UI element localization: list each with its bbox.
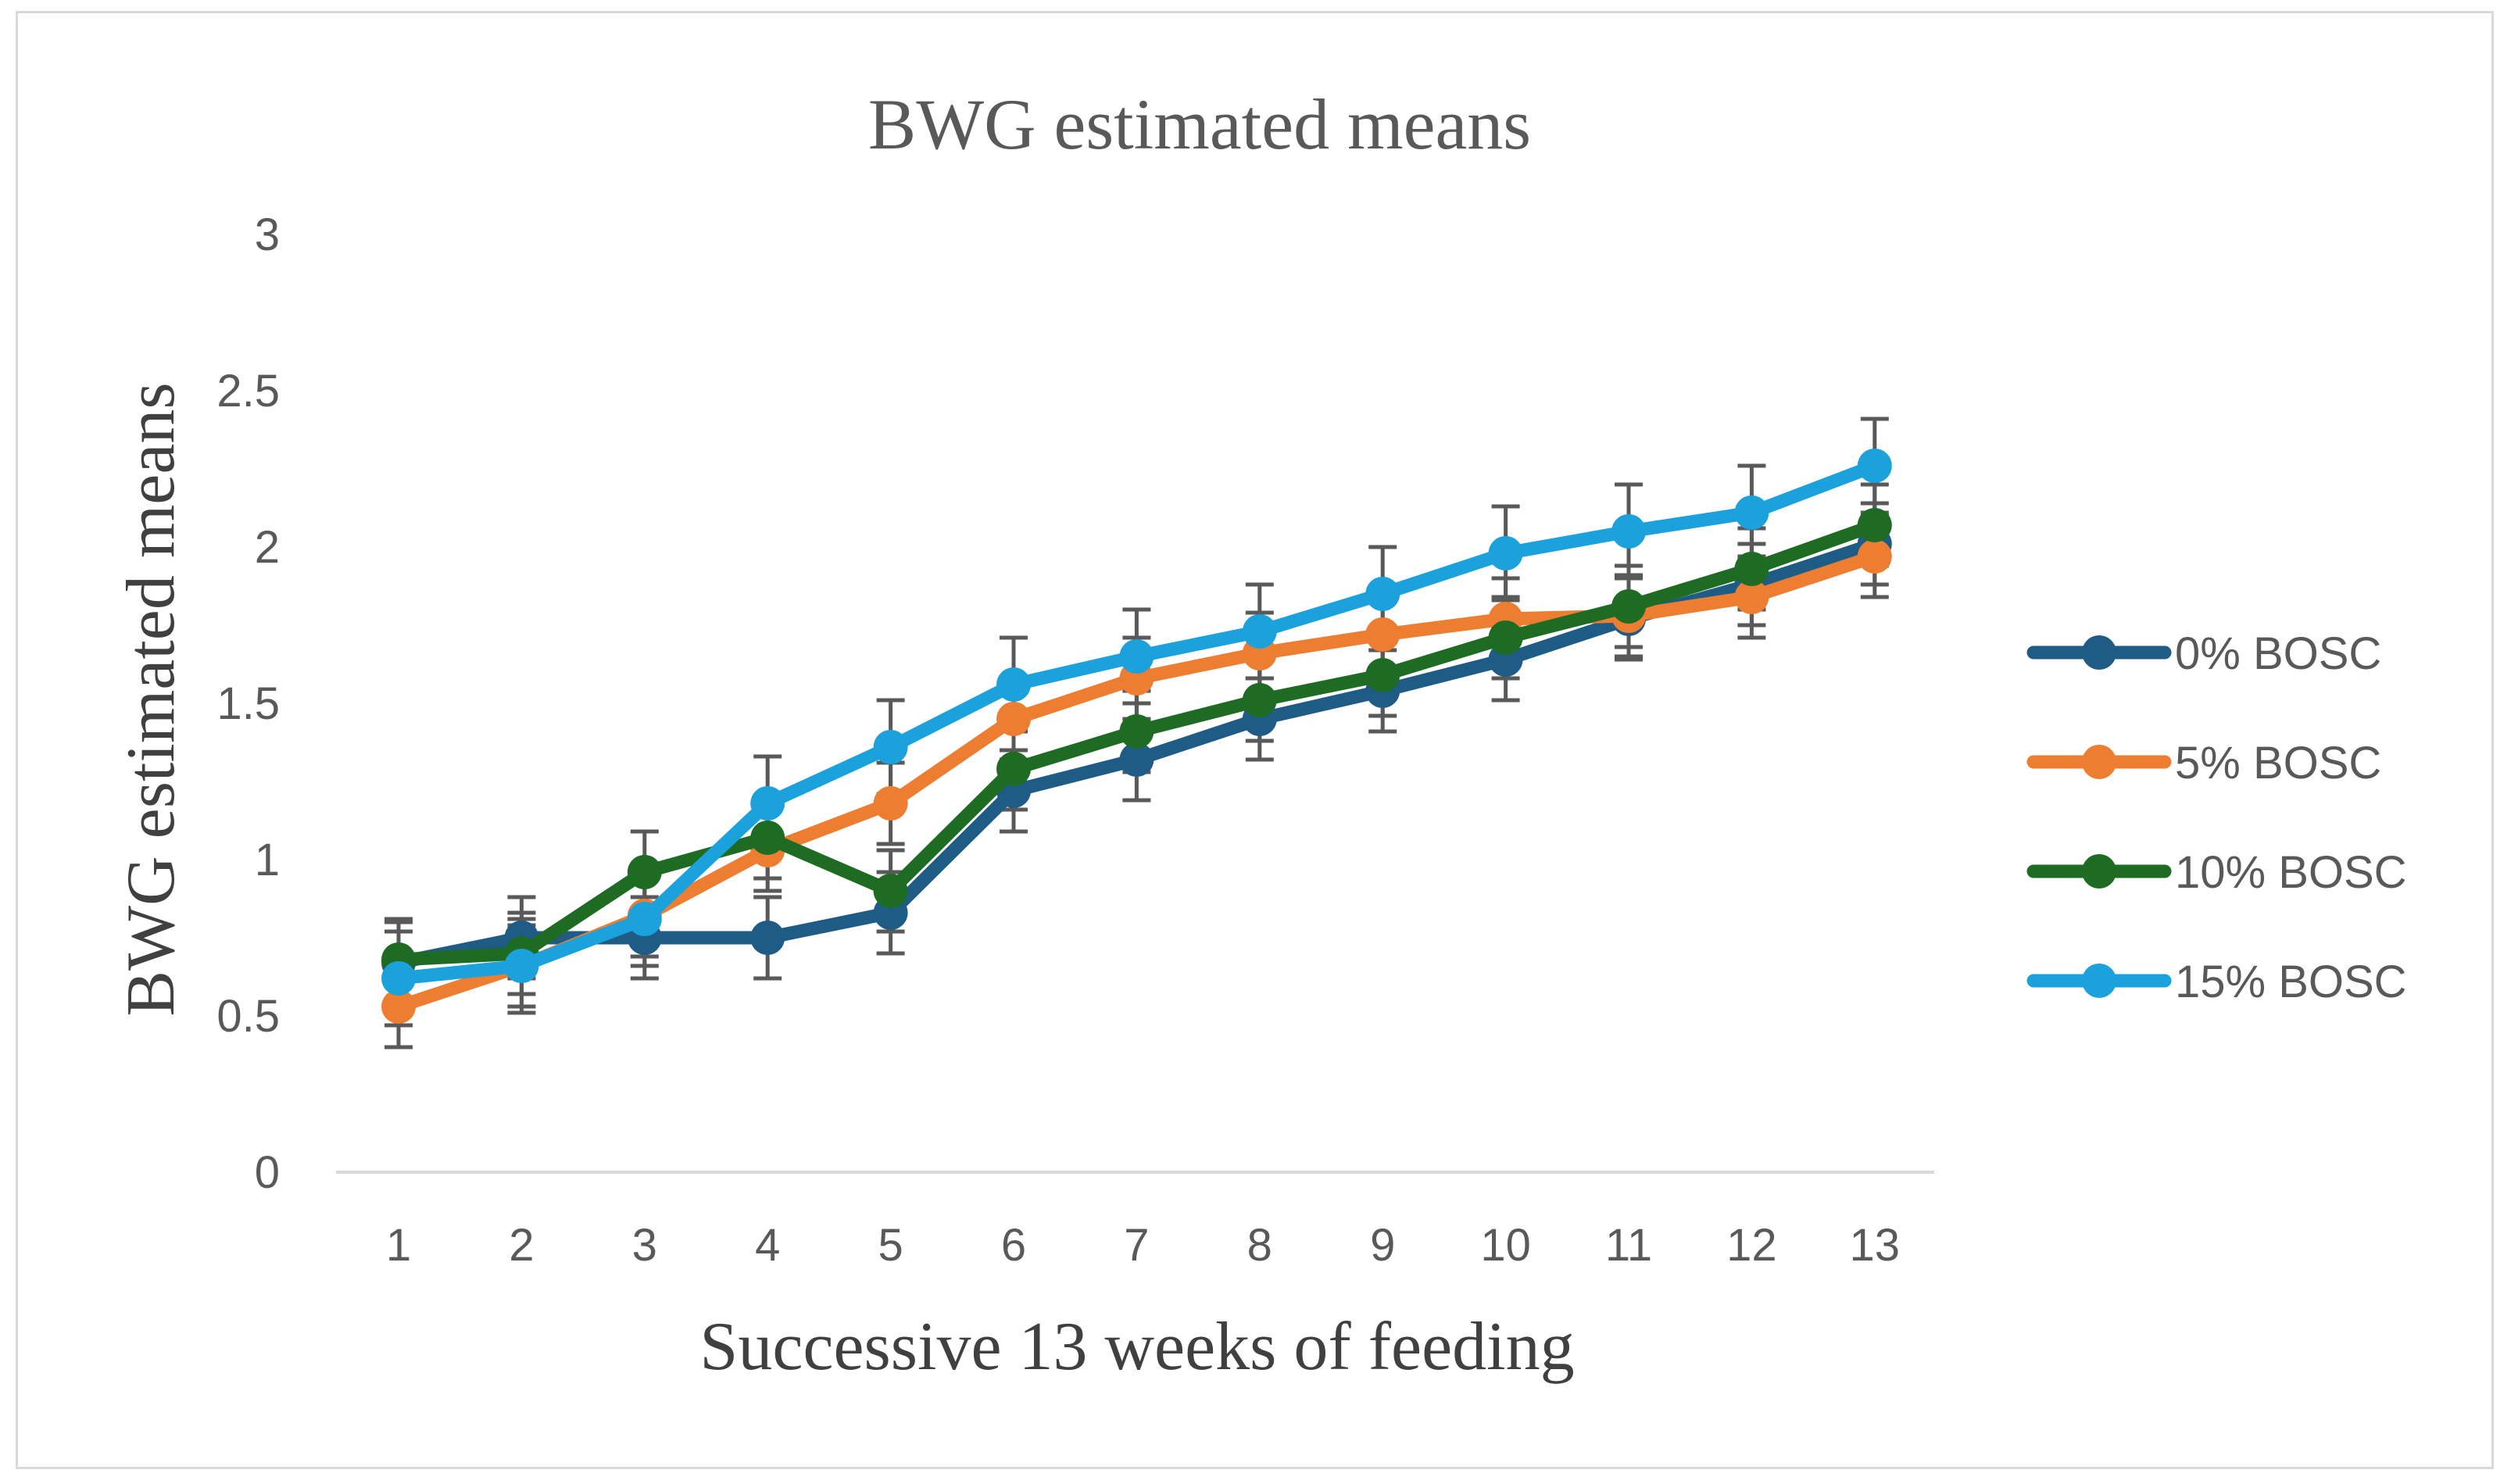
x-tick-label: 7 xyxy=(1124,1220,1149,1271)
data-point xyxy=(873,874,908,908)
y-tick-label: 1.5 xyxy=(216,678,280,729)
data-point xyxy=(1734,580,1769,614)
x-tick-label: 12 xyxy=(1726,1220,1777,1271)
data-point xyxy=(1119,639,1154,674)
data-point xyxy=(1611,514,1646,549)
legend-marker xyxy=(2082,854,2116,889)
legend-label: 0% BOSC xyxy=(2175,628,2381,679)
y-tick-label: 0.5 xyxy=(216,991,280,1042)
legend-item: 15% BOSC xyxy=(2026,957,2407,1007)
legend-marker xyxy=(2082,745,2116,779)
x-tick-label: 5 xyxy=(878,1220,903,1271)
chart-title: BWG estimated means xyxy=(868,84,1531,164)
data-point xyxy=(1119,714,1154,749)
data-point xyxy=(627,855,662,889)
data-point xyxy=(750,786,785,821)
y-tick-label: 2.5 xyxy=(216,366,280,417)
legend-item: 5% BOSC xyxy=(2026,738,2381,788)
x-tick-label: 1 xyxy=(386,1220,411,1271)
data-point xyxy=(1242,614,1277,649)
x-tick-label: 11 xyxy=(1605,1220,1652,1271)
data-point xyxy=(996,702,1031,736)
x-tick-label: 13 xyxy=(1850,1220,1901,1271)
y-tick-label: 3 xyxy=(255,209,280,260)
legend-item: 0% BOSC xyxy=(2026,628,2381,679)
data-point xyxy=(873,786,908,821)
x-axis-ticks: 1 2 3 4 5 6 7 8 9 10 11 12 13 xyxy=(386,1220,1900,1271)
data-point xyxy=(1857,539,1892,574)
data-point xyxy=(1488,620,1523,655)
data-point xyxy=(873,730,908,764)
series-layer xyxy=(381,449,1892,1024)
data-point xyxy=(504,949,539,983)
data-point xyxy=(1611,589,1646,624)
data-point xyxy=(750,821,785,855)
data-point xyxy=(996,667,1031,702)
y-tick-label: 1 xyxy=(255,835,280,885)
x-tick-label: 3 xyxy=(632,1220,657,1271)
data-point xyxy=(996,752,1031,786)
x-tick-label: 6 xyxy=(1001,1220,1026,1271)
y-axis-ticks: 0 0.5 1 1.5 2 2.5 3 xyxy=(216,209,280,1198)
data-point xyxy=(1365,577,1400,611)
x-axis-title: Successive 13 weeks of feeding xyxy=(699,1309,1574,1385)
legend: 0% BOSC 5% BOSC 10% BOSC 15% BOSC xyxy=(2026,628,2407,1007)
y-tick-label: 0 xyxy=(255,1147,280,1198)
legend-item: 10% BOSC xyxy=(2026,847,2407,898)
data-point xyxy=(381,989,416,1024)
data-point xyxy=(1488,536,1523,570)
x-tick-label: 8 xyxy=(1247,1220,1272,1271)
series-15-bosc xyxy=(381,449,1892,996)
x-tick-label: 2 xyxy=(509,1220,534,1271)
series-10-bosc xyxy=(381,508,1892,977)
data-point xyxy=(627,902,662,936)
data-point xyxy=(1857,508,1892,542)
data-point xyxy=(1734,495,1769,530)
data-point xyxy=(1365,617,1400,652)
legend-label: 5% BOSC xyxy=(2175,738,2381,788)
data-point xyxy=(1242,683,1277,717)
data-point xyxy=(1119,742,1154,777)
x-tick-label: 9 xyxy=(1370,1220,1395,1271)
data-point xyxy=(1734,552,1769,586)
data-point xyxy=(1365,658,1400,692)
x-tick-label: 4 xyxy=(755,1220,780,1271)
data-point xyxy=(1857,449,1892,483)
y-axis-title: BWG estimated means xyxy=(113,382,189,1016)
data-point xyxy=(750,921,785,955)
legend-label: 10% BOSC xyxy=(2175,847,2407,898)
legend-label: 15% BOSC xyxy=(2175,957,2407,1007)
data-point xyxy=(381,961,416,996)
legend-marker xyxy=(2082,964,2116,998)
legend-marker xyxy=(2082,635,2116,670)
x-tick-label: 10 xyxy=(1480,1220,1531,1271)
y-tick-label: 2 xyxy=(255,522,280,573)
